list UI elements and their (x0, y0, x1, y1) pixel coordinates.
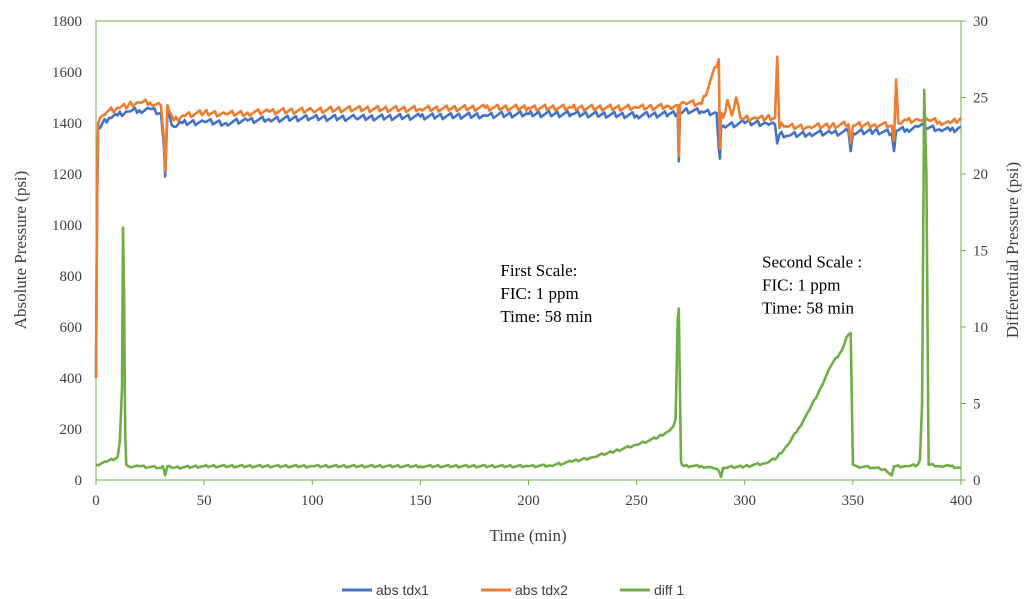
x-tick-label: 150 (409, 493, 432, 509)
legend-label-diff-1: diff 1 (654, 582, 684, 598)
y-tick-label: 0 (75, 473, 83, 489)
x-axis-title: Time (min) (489, 526, 566, 545)
annotation-1-line-2: FIC: 1 ppm (500, 284, 578, 303)
legend: abs tdx1 abs tdx2 diff 1 (342, 582, 684, 598)
y-tick-label: 1600 (52, 65, 82, 81)
x-tick-label: 300 (734, 493, 757, 509)
y-tick-label: 1000 (52, 218, 82, 234)
y-tick-label: 600 (60, 320, 83, 336)
legend-label-abs-tdx2: abs tdx2 (515, 582, 568, 598)
annotation-2-line-3: Time: 58 min (762, 299, 854, 318)
y2-tick-label: 15 (973, 244, 988, 260)
y2-axis-title: Differential Pressure (psi) (1003, 162, 1022, 338)
x-tick-label: 100 (301, 493, 324, 509)
y2-tick-label: 5 (973, 397, 981, 413)
legend-label-abs-tdx1: abs tdx1 (376, 582, 429, 598)
x-tick-label: 400 (950, 493, 973, 509)
x-tick-label: 200 (517, 493, 540, 509)
annotation-2-line-1: Second Scale : (762, 253, 862, 272)
y-tick-label: 1400 (52, 116, 82, 132)
annotation-1-line-3: Time: 58 min (500, 307, 592, 326)
y2-tick-label: 20 (973, 167, 988, 183)
y-tick-label: 200 (60, 422, 83, 438)
y2-tick-label: 0 (973, 473, 981, 489)
series-line-diff-1 (95, 88, 962, 479)
y-tick-label: 1200 (52, 167, 82, 183)
y2-tick-label: 10 (973, 320, 988, 336)
y2-tick-label: 30 (973, 14, 988, 30)
annotation-1-line-1: First Scale: (500, 261, 577, 280)
x-tick-label: 350 (842, 493, 865, 509)
series-line-abs-tdx1 (94, 106, 962, 379)
y2-tick-label: 25 (973, 91, 988, 107)
y-axis-title: Absolute Pressure (psi) (11, 171, 30, 330)
y-tick-label: 400 (60, 371, 83, 387)
plot-area (95, 20, 962, 481)
y-tick-label: 1800 (52, 14, 82, 30)
x-tick-label: 250 (625, 493, 648, 509)
annotation-2-line-2: FIC: 1 ppm (762, 276, 840, 295)
x-tick-label: 50 (197, 493, 212, 509)
x-tick-label: 0 (92, 493, 100, 509)
series-line-abs-tdx2 (94, 55, 962, 379)
y-tick-label: 800 (60, 269, 83, 285)
